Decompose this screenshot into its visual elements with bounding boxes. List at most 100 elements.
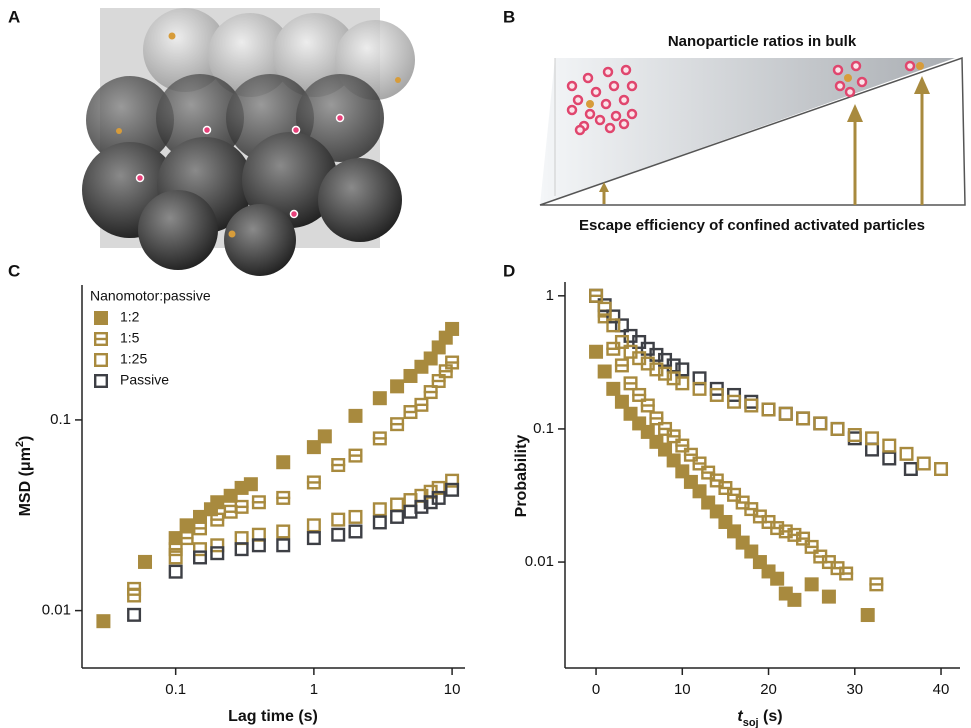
data-point [796,531,811,546]
marker-body [223,488,238,503]
marker-body [597,301,612,316]
marker-body [744,398,759,413]
marker-body [179,518,194,533]
data-point [251,538,266,553]
data-point [666,453,681,468]
data-point [761,402,776,417]
data-point [675,464,690,479]
marker-body [761,402,776,417]
data-point [614,358,629,373]
data-point [372,391,387,406]
marker-body [821,589,836,604]
data-point [431,373,446,388]
data-point [306,531,321,546]
marker-body [675,464,690,479]
data-point [606,318,621,333]
data-point [276,524,291,539]
axis-label-part: MSD (μm [17,447,34,516]
data-point [830,421,845,436]
data-point [709,504,724,519]
marker-body [348,408,363,423]
x-tick-label: 10 [444,681,461,698]
marker-body [606,309,621,324]
data-point [168,550,183,565]
data-point [675,362,690,377]
marker-body [666,453,681,468]
marker-body [916,456,931,471]
data-point [179,518,194,533]
marker-body [390,379,405,394]
marker-body [348,509,363,524]
data-point [445,321,460,336]
x-tick-label: 10 [674,681,691,698]
marker-body [899,446,914,461]
data-point [306,518,321,533]
data-point [193,521,208,536]
y-tick-label: 1 [546,287,554,304]
data-point [606,381,621,396]
marker-body [882,438,897,453]
data-point [796,411,811,426]
marker-body [597,364,612,379]
marker-body [709,387,724,402]
marker-body [709,504,724,519]
data-point [243,477,258,492]
marker-body [372,391,387,406]
x-tick-label: 0 [592,681,600,698]
data-point [306,475,321,490]
data-point [903,462,918,477]
data-point [761,402,776,417]
marker-body [94,311,108,325]
data-point [770,571,785,586]
data-point [348,448,363,463]
marker-body [744,394,759,409]
data-point [445,473,460,488]
legend-label: 1:5 [120,330,140,346]
marker-body [93,374,108,389]
marker-body [445,482,460,497]
data-point [431,490,446,505]
data-point [348,524,363,539]
marker-body [830,421,845,436]
data-point [390,417,405,432]
data-point [168,531,183,546]
marker-body [210,538,225,553]
marker-body [744,544,759,559]
marker-body [193,542,208,557]
marker-body [372,502,387,517]
marker-body [93,353,108,368]
data-point [372,515,387,530]
data-point [666,429,681,444]
data-point [839,566,854,581]
data-point [778,524,793,539]
data-point [210,512,225,527]
marker-body [348,524,363,539]
marker-body [675,376,690,391]
data-point [796,411,811,426]
marker-body [727,524,742,539]
data-point [666,358,681,373]
data-point [348,408,363,423]
marker-body [251,538,266,553]
marker-body [606,381,621,396]
marker-body [431,480,446,495]
data-point [709,473,724,488]
data-point [675,438,690,453]
data-point [348,509,363,524]
data-point [727,394,742,409]
data-point [331,512,346,527]
data-point [423,385,438,400]
data-point [787,592,802,607]
panel-b-diagram: Nanoparticle ratios in bulk Escape effic… [539,33,966,234]
data-point [865,442,880,457]
data-point [251,495,266,510]
data-point [744,544,759,559]
marker-body [276,455,291,470]
data-point [127,588,142,603]
marker-body [804,577,819,592]
marker-body [445,473,460,488]
marker-body [589,344,604,359]
legend-marker [94,311,108,325]
data-point [614,318,629,333]
marker-body [138,554,153,569]
